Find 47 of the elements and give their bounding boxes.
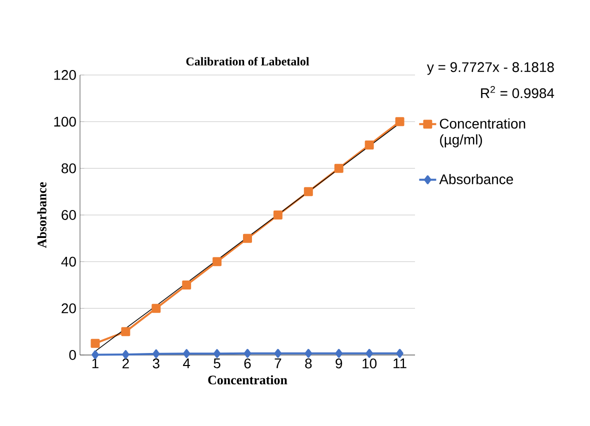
point — [182, 349, 190, 358]
x-tick-label: 6 — [244, 358, 251, 368]
x-axis-title: Concentration — [208, 375, 288, 384]
point — [273, 210, 282, 220]
y-axis-title: Absorbance — [37, 182, 46, 248]
x-tick-label: 11 — [394, 358, 406, 368]
x-tick-label: 2 — [122, 358, 129, 368]
text: y = 9.7727x - 8.1818 — [426, 62, 554, 75]
point — [152, 349, 160, 358]
legend-label: Concentration (µg/ml) — [440, 118, 526, 148]
x-tick-label: 5 — [214, 358, 220, 368]
point — [366, 348, 373, 358]
x-tick-label: 10 — [362, 358, 377, 368]
x-tick-label: 8 — [305, 358, 312, 368]
point — [243, 234, 252, 243]
x-tick-label: 1 — [92, 358, 98, 368]
y-tick-label: 80 — [62, 163, 76, 174]
x-tick-label: 3 — [152, 358, 160, 368]
chart-title: Calibration of Labetalol — [186, 56, 310, 66]
point — [212, 257, 222, 266]
point — [92, 350, 99, 360]
point — [152, 304, 161, 313]
text: R$^{2}$ = 0.9984 — [481, 86, 554, 98]
point — [396, 348, 404, 358]
y-tick-label: 0 — [69, 350, 76, 360]
point — [90, 338, 100, 348]
point — [274, 348, 282, 358]
y-tick-label: 120 — [54, 70, 76, 80]
y-tick-label: 100 — [54, 116, 76, 127]
point — [244, 348, 252, 358]
x-tick-label: 9 — [336, 358, 342, 368]
y-tick-label: 40 — [61, 256, 76, 267]
point — [364, 140, 374, 150]
x-tick-label: 4 — [183, 358, 190, 368]
x-tick-label: 7 — [274, 358, 282, 368]
point — [213, 349, 221, 358]
point — [182, 280, 192, 290]
y-tick-label: 60 — [62, 210, 76, 220]
point — [335, 348, 342, 358]
point — [304, 187, 313, 196]
legend-label: Absorbance — [439, 174, 513, 184]
point — [304, 348, 312, 358]
point — [121, 327, 130, 336]
point — [122, 350, 130, 360]
y-tick-label: 20 — [62, 303, 76, 314]
point — [334, 164, 344, 173]
point — [395, 117, 404, 126]
